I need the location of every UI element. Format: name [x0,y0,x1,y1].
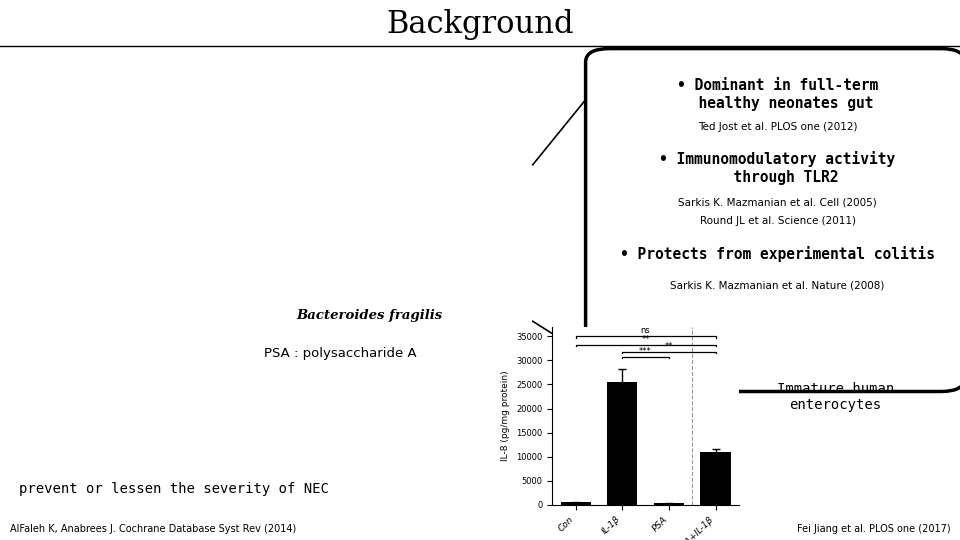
Bar [654,503,684,505]
Text: prevent or lessen the severity of NEC: prevent or lessen the severity of NEC [19,482,329,496]
Text: Ted Jost et al. PLOS one (2012): Ted Jost et al. PLOS one (2012) [698,122,857,132]
FancyBboxPatch shape [586,49,960,392]
Bar [607,382,637,505]
Bar [701,452,731,505]
Text: Bacteroides fragilis: Bacteroides fragilis [297,309,443,322]
Text: • Dominant in full-term
  healthy neonates gut: • Dominant in full-term healthy neonates… [677,78,878,111]
Text: ***: *** [639,347,652,356]
Text: Fei Jiang et al. PLOS one (2017): Fei Jiang et al. PLOS one (2017) [797,523,950,534]
Text: Immature human
enterocytes: Immature human enterocytes [777,382,894,412]
Text: ns: ns [640,326,651,335]
Text: Round JL et al. Science (2011): Round JL et al. Science (2011) [700,216,855,226]
Text: Sarkis K. Mazmanian et al. Cell (2005): Sarkis K. Mazmanian et al. Cell (2005) [678,197,877,207]
Text: Sarkis K. Mazmanian et al. Nature (2008): Sarkis K. Mazmanian et al. Nature (2008) [670,281,885,291]
Text: AlFaleh K, Anabrees J. Cochrane Database Syst Rev (2014): AlFaleh K, Anabrees J. Cochrane Database… [10,523,296,534]
Text: Background: Background [386,9,574,40]
Text: **: ** [641,335,650,344]
Y-axis label: IL-8 (pg/mg protein): IL-8 (pg/mg protein) [501,370,511,461]
Text: • Immunomodulatory activity
  through TLR2: • Immunomodulatory activity through TLR2 [660,151,896,185]
Text: **: ** [664,342,673,351]
Text: PSA : polysaccharide A: PSA : polysaccharide A [265,347,417,360]
Bar [561,503,590,505]
Text: • Protects from experimental colitis: • Protects from experimental colitis [620,246,935,262]
